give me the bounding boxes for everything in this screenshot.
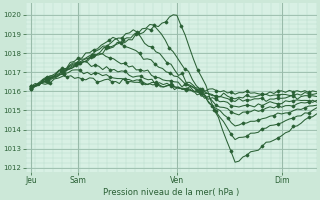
X-axis label: Pression niveau de la mer( hPa ): Pression niveau de la mer( hPa ) xyxy=(103,188,239,197)
